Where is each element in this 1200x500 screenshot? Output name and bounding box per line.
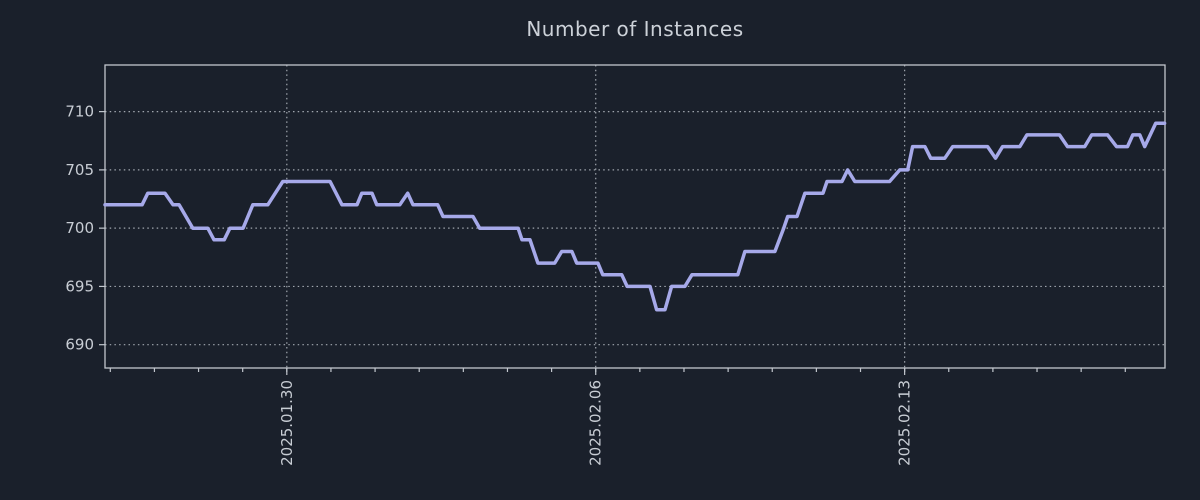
x-tick-label: 2025.01.30 [278, 380, 296, 466]
x-tick-label: 2025.02.06 [587, 380, 605, 466]
plot-border [104, 64, 1166, 369]
y-tick-label: 705 [65, 161, 94, 179]
x-tick-label: 2025.02.13 [896, 380, 914, 466]
y-tick-label: 710 [65, 103, 94, 121]
y-tick-label: 695 [65, 277, 94, 295]
chart-title: Number of Instances [526, 17, 744, 41]
series-line [103, 121, 1167, 312]
y-tick-label: 690 [65, 336, 94, 354]
y-tick-label: 700 [65, 219, 94, 237]
